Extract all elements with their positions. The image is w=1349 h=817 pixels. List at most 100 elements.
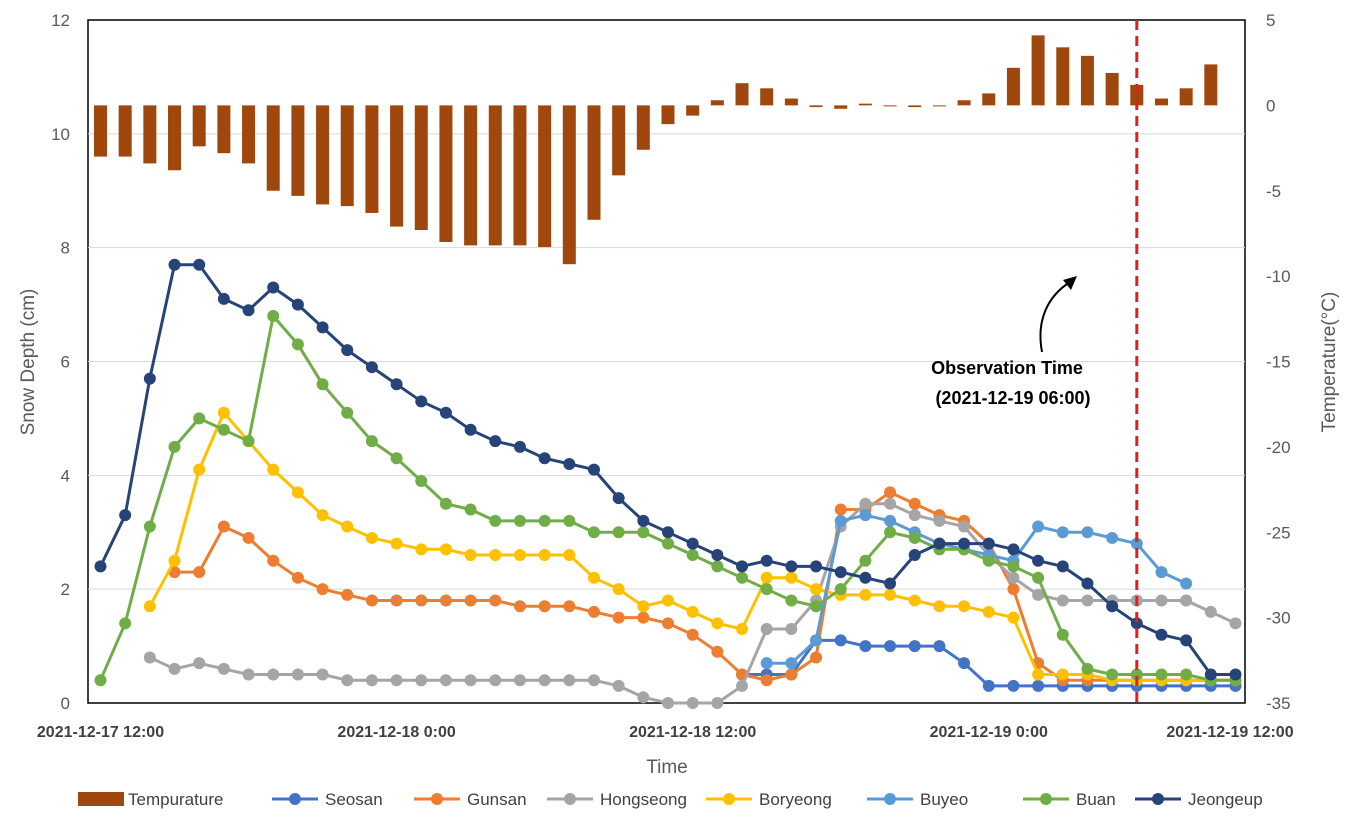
temperature-bar [1056,47,1070,106]
data-point [563,600,576,613]
data-point [859,554,872,567]
data-point [193,463,206,476]
data-point [365,435,378,448]
data-point [415,674,428,687]
data-point [711,549,724,562]
data-point [834,583,847,596]
data-point [1106,531,1119,544]
data-point [464,423,477,436]
data-point [1180,634,1193,647]
legend-marker [1040,793,1052,805]
data-point [1130,537,1143,550]
temperature-bar [1080,55,1094,106]
data-point [859,497,872,510]
data-point [859,588,872,601]
data-point [859,571,872,584]
data-point [291,338,304,351]
data-point [982,605,995,618]
temperature-bar [94,105,107,157]
right-tick-label: -35 [1266,694,1291,713]
data-point [736,623,749,636]
data-point [1007,571,1020,584]
data-point [439,497,452,510]
data-point [1081,577,1094,590]
legend-marker [564,793,576,805]
y-axis-title-left: Snow Depth (cm) [18,289,39,436]
data-point [612,611,625,624]
legend-item-buan: Buan [1023,790,1116,809]
data-point [711,697,724,709]
data-point [119,617,132,630]
data-point [711,560,724,573]
data-point [1056,560,1069,573]
data-point [439,594,452,607]
legend-label: Tempurature [128,790,223,809]
data-point [489,514,502,527]
data-point [982,537,995,550]
data-point [1007,583,1020,596]
data-point [637,611,650,624]
data-point [884,514,897,527]
x-tick-label: 2021-12-17 12:00 [37,724,164,741]
data-point [464,674,477,687]
data-point [884,640,897,653]
data-point [958,600,971,613]
data-point [612,526,625,539]
data-point [933,640,946,653]
legend-marker [1152,793,1164,805]
temperature-bar [735,83,749,106]
data-point [316,509,329,522]
data-point [785,668,798,681]
temperature-bar [316,105,330,205]
data-point [711,617,724,630]
data-point [439,543,452,556]
data-point [662,537,674,550]
data-point [143,600,156,613]
data-point [884,526,897,539]
data-point [365,594,378,607]
x-tick-label: 2021-12-18 12:00 [629,724,756,741]
data-point [489,594,502,607]
data-point [439,674,452,687]
annotation-line2: (2021-12-19 06:00) [935,388,1090,408]
right-tick-label: -30 [1266,609,1291,628]
left-tick-label: 4 [61,466,70,485]
data-point [464,594,477,607]
temperature-bar [932,105,946,107]
data-point [834,566,847,579]
data-point [538,600,551,613]
temperature-bar [587,105,601,220]
data-point [538,452,551,465]
data-point [513,514,526,527]
data-point [563,457,576,470]
data-point [341,588,354,601]
data-point [736,571,749,584]
data-point [785,657,798,670]
data-point [464,549,477,562]
left-axis-ticks: 0 2 4 6 8 10 12 [51,11,70,713]
data-point [1130,617,1143,630]
data-point [217,406,230,419]
temperature-bar [1130,84,1144,106]
temperature-bar [192,105,206,147]
data-point [785,594,798,607]
data-point [1032,668,1045,681]
data-point [1056,628,1069,641]
data-point [242,304,255,317]
data-point [982,679,995,692]
data-point [785,623,798,636]
legend-label: Seosan [325,790,383,809]
data-point [193,657,206,670]
temperature-bar [118,105,132,157]
temperature-bar [143,105,157,164]
data-point [193,566,206,579]
data-point [662,526,674,539]
data-point [365,361,378,374]
data-point [242,435,255,448]
right-tick-label: -5 [1266,182,1281,201]
data-point [168,440,181,453]
data-point [168,258,181,271]
data-point [908,640,921,653]
data-point [1081,594,1094,607]
data-point [1130,668,1143,681]
